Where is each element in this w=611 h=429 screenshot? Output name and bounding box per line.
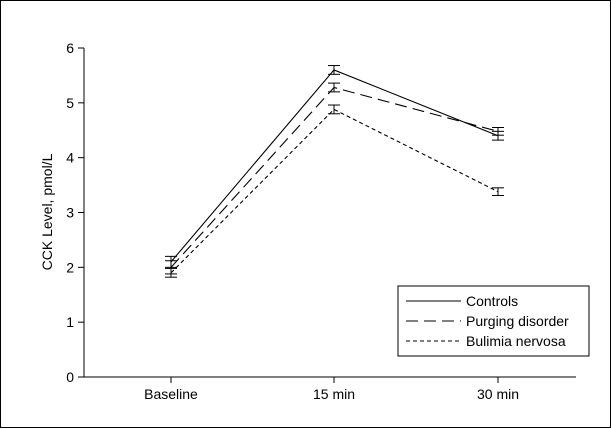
series-line-3 <box>170 108 499 274</box>
legend: Controls Purging disorder Bulimia nervosa <box>397 285 590 357</box>
legend-label-2: Purging disorder <box>466 313 569 329</box>
legend-label-3: Bulimia nervosa <box>466 333 566 349</box>
y-tick-label: 4 <box>66 150 74 166</box>
y-tick-label: 6 <box>66 40 74 56</box>
y-tick-label: 2 <box>66 259 74 275</box>
y-tick-label: 1 <box>66 314 74 330</box>
y-axis-label: CCK Level, pmol/L <box>39 153 55 270</box>
series-line-1 <box>170 69 499 263</box>
legend-label-1: Controls <box>466 293 518 309</box>
y-tick-label: 5 <box>66 95 74 111</box>
axes: 0 1 2 3 4 5 6 Baseline 15 min 30 min <box>66 40 576 402</box>
y-tick-label: 0 <box>66 369 74 385</box>
x-tick-label: 15 min <box>313 386 355 402</box>
x-tick-label: 30 min <box>477 386 519 402</box>
series-layer <box>165 65 504 278</box>
y-tick-label: 3 <box>66 205 74 221</box>
series-line-2 <box>170 86 499 268</box>
x-tick-label: Baseline <box>144 386 198 402</box>
